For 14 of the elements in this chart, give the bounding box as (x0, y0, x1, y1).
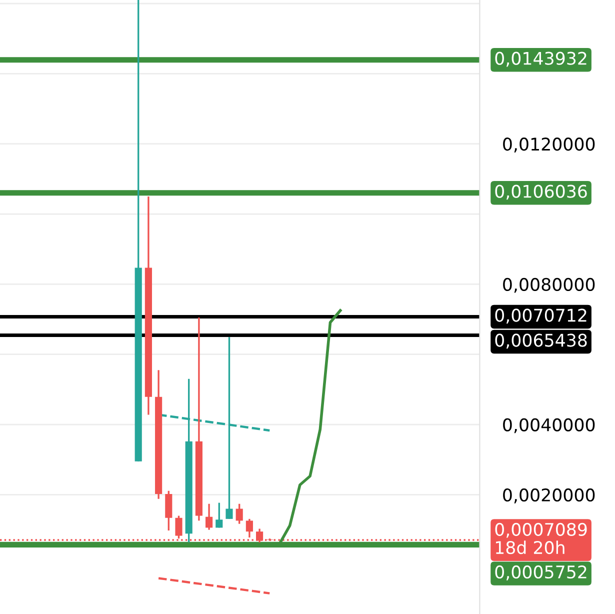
candlestick (206, 502, 213, 531)
candlestick (165, 490, 172, 532)
y-tick-label: 0,0080000 (503, 278, 595, 293)
y-tick-label: 0,0020000 (503, 488, 595, 504)
ref-line-label: 0,0106036 (495, 184, 587, 200)
candlestick (236, 502, 243, 525)
ref-line-label: 0,0065438 (495, 334, 587, 349)
ref-line-label: 0,0143932 (495, 52, 586, 67)
ref-line-label: 0,0070712 (495, 308, 586, 324)
candlestick (216, 502, 223, 529)
ref-line-label: 0,0005752 (495, 565, 586, 580)
ref-line-label: 0,0007089 18d 20h (495, 522, 587, 554)
y-tick-label: 0,0040000 (503, 418, 595, 434)
y-tick-label: 0,0120000 (503, 138, 595, 152)
